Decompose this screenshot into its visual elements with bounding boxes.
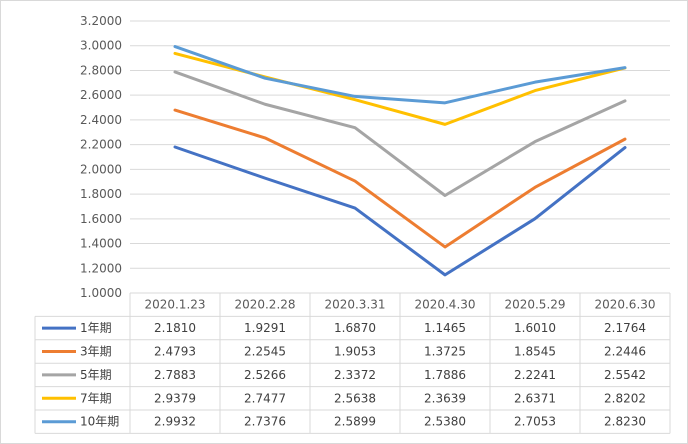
- table-cell-value: 2.7883: [154, 368, 196, 382]
- table-cell-value: 2.8202: [604, 391, 646, 405]
- y-tick-label: 3.2000: [80, 14, 122, 28]
- legend-label: 3年期: [80, 345, 112, 359]
- table-cell-value: 1.7886: [424, 368, 466, 382]
- legend-label: 1年期: [80, 321, 112, 335]
- y-tick-label: 2.0000: [80, 162, 122, 176]
- series-line: [173, 51, 627, 126]
- table-cell-value: 2.9932: [154, 415, 196, 429]
- x-category-label: 2020.3.31: [324, 298, 385, 312]
- table-cell-value: 2.6371: [514, 391, 556, 405]
- y-tick-label: 2.4000: [80, 113, 122, 127]
- table-cell-value: 2.5266: [244, 368, 286, 382]
- series-line: [173, 108, 627, 249]
- y-tick-label: 1.4000: [80, 237, 122, 251]
- y-tick-label: 1.8000: [80, 187, 122, 201]
- table-cell-value: 1.3725: [424, 345, 466, 359]
- x-category-label: 2020.5.29: [504, 298, 565, 312]
- table-cell-value: 1.8545: [514, 345, 556, 359]
- series-line: [173, 70, 627, 198]
- table-cell-value: 2.8230: [604, 415, 646, 429]
- y-tick-label: 1.6000: [80, 212, 122, 226]
- table-cell-value: 2.3639: [424, 391, 466, 405]
- table-cell-value: 1.6870: [334, 321, 376, 335]
- y-tick-label: 1.0000: [80, 286, 122, 300]
- table-cell-value: 2.9379: [154, 391, 196, 405]
- table-cell-value: 2.1810: [154, 321, 196, 335]
- table-cell-value: 2.7053: [514, 415, 556, 429]
- table-cell-value: 2.5380: [424, 415, 466, 429]
- series-line: [173, 145, 627, 277]
- table-cell-value: 2.4793: [154, 345, 196, 359]
- y-tick-label: 2.6000: [80, 88, 122, 102]
- legend-label: 5年期: [80, 368, 112, 382]
- y-tick-label: 2.8000: [80, 63, 122, 77]
- table-cell-value: 1.6010: [514, 321, 556, 335]
- y-tick-label: 1.2000: [80, 261, 122, 275]
- y-tick-label: 3.0000: [80, 39, 122, 53]
- table-cell-value: 1.9053: [334, 345, 376, 359]
- legend-label: 10年期: [80, 415, 119, 429]
- table-cell-value: 2.5638: [334, 391, 376, 405]
- table-cell-value: 1.9291: [244, 321, 286, 335]
- x-category-label: 2020.2.28: [234, 298, 295, 312]
- table-cell-value: 1.1465: [424, 321, 466, 335]
- table-cell-value: 2.2545: [244, 345, 286, 359]
- table-cell-value: 2.5899: [334, 415, 376, 429]
- table-cell-value: 2.5542: [604, 368, 646, 382]
- table-cell-value: 2.2446: [604, 345, 646, 359]
- table-cell-value: 2.1764: [604, 321, 646, 335]
- x-category-label: 2020.4.30: [414, 298, 475, 312]
- table-cell-value: 2.2241: [514, 368, 556, 382]
- y-tick-label: 2.2000: [80, 138, 122, 152]
- series-line: [173, 45, 627, 105]
- table-cell-value: 2.7477: [244, 391, 286, 405]
- table-cell-value: 2.3372: [334, 368, 376, 382]
- legend-label: 7年期: [80, 391, 112, 405]
- x-category-label: 2020.6.30: [594, 298, 655, 312]
- table-cell-value: 2.7376: [244, 415, 286, 429]
- x-category-label: 2020.1.23: [144, 298, 205, 312]
